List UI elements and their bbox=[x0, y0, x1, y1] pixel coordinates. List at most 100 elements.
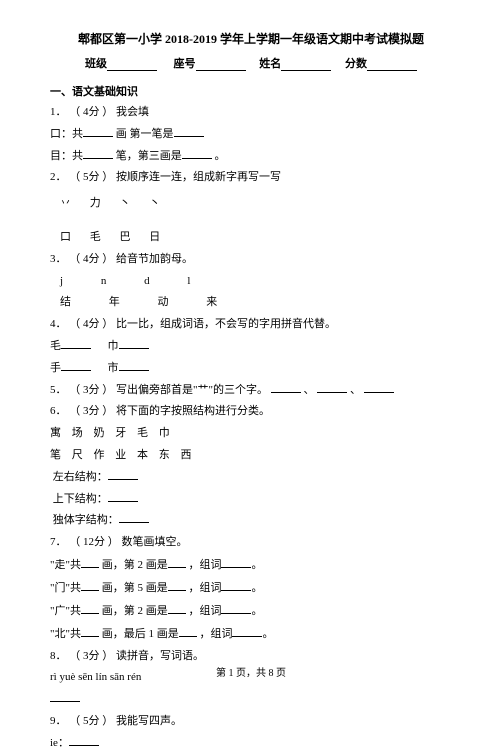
q3-char1: 结 bbox=[60, 296, 71, 308]
q3-char2: 年 bbox=[109, 296, 120, 308]
q1-line1a: 口：共 bbox=[50, 128, 83, 140]
blank bbox=[119, 512, 149, 523]
blank bbox=[81, 603, 99, 614]
q5-num: 5． bbox=[50, 384, 67, 396]
q4-line1b: 巾 bbox=[108, 340, 119, 352]
q3-num: 3． bbox=[50, 253, 67, 265]
q6-text: 将下面的字按照结构进行分类。 bbox=[116, 405, 270, 417]
name-blank bbox=[281, 59, 331, 71]
q3-pinyin-d: d bbox=[144, 275, 150, 287]
blank bbox=[168, 557, 186, 568]
blank bbox=[182, 148, 212, 159]
question-1: 1． （ 4分 ） 我会填 bbox=[50, 103, 452, 123]
question-5: 5． （ 3分 ） 写出偏旁部首是"艹"的三个字。 、 、 bbox=[50, 381, 452, 401]
blank bbox=[83, 148, 113, 159]
q6-struct1: 左右结构： bbox=[50, 468, 452, 488]
q4-line1: 毛 巾 bbox=[50, 337, 452, 357]
q4-line2a: 手 bbox=[50, 362, 61, 374]
q2-num: 2． bbox=[50, 171, 67, 183]
blank bbox=[232, 626, 262, 637]
q6-struct3: 独体字结构： bbox=[50, 511, 452, 531]
q4-points: （ 4分 ） bbox=[69, 318, 113, 330]
q5-sep1: 、 bbox=[303, 384, 314, 396]
q7-r2b: 画，第 5 画是 bbox=[102, 582, 168, 594]
q7-r4b: 画，最后 1 画是 bbox=[102, 628, 179, 640]
q2-text: 按顺序连一连，组成新字再写一写 bbox=[116, 171, 281, 183]
q6-chars2: 笔 尺 作 业 本 东 西 bbox=[50, 446, 452, 466]
blank bbox=[317, 382, 347, 393]
q6-struct2: 上下结构： bbox=[50, 490, 452, 510]
blank bbox=[50, 691, 80, 702]
blank bbox=[364, 382, 394, 393]
q3-char3: 动 bbox=[158, 296, 169, 308]
question-9: 9． （ 5分 ） 我能写四声。 bbox=[50, 712, 452, 732]
page-footer: 第 1 页，共 8 页 bbox=[0, 664, 502, 679]
q3-pinyin-j: j bbox=[60, 275, 63, 287]
q7-r3b: 画，第 2 画是 bbox=[102, 605, 168, 617]
blank bbox=[221, 580, 251, 591]
q5-points: （ 3分 ） bbox=[69, 384, 113, 396]
score-blank bbox=[367, 59, 417, 71]
q3-pinyin-row: j n d l bbox=[50, 272, 452, 292]
q9-syllable-label: ie： bbox=[50, 737, 69, 749]
class-label: 班级 bbox=[85, 55, 107, 71]
q1-line2: 目：共 笔，第三画是 。 bbox=[50, 147, 452, 167]
q5-text: 写出偏旁部首是"艹"的三个字。 bbox=[116, 384, 268, 396]
question-3: 3． （ 4分 ） 给音节加韵母。 bbox=[50, 250, 452, 270]
q8-points: （ 3分 ） bbox=[69, 650, 113, 662]
q7-row3: "广"共 画，第 2 画是 ，组词。 bbox=[50, 601, 452, 622]
q7-row4: "北"共 画，最后 1 画是 ，组词。 bbox=[50, 624, 452, 645]
q7-row2: "门"共 画，第 5 画是 ，组词。 bbox=[50, 578, 452, 599]
q1-text: 我会填 bbox=[116, 106, 149, 118]
q3-char4: 来 bbox=[206, 296, 217, 308]
q8-text: 读拼音，写词语。 bbox=[116, 650, 204, 662]
q7-r3c: ，组词 bbox=[188, 605, 221, 617]
blank bbox=[179, 626, 197, 637]
q9-syllable: ie： bbox=[50, 734, 452, 753]
blank bbox=[168, 603, 186, 614]
question-6: 6． （ 3分 ） 将下面的字按照结构进行分类。 bbox=[50, 402, 452, 422]
q6-points: （ 3分 ） bbox=[69, 405, 113, 417]
q1-line2b: 笔，第三画是 bbox=[116, 150, 182, 162]
q3-points: （ 4分 ） bbox=[69, 253, 113, 265]
q8-num: 8． bbox=[50, 650, 67, 662]
q7-r1a: "走"共 bbox=[50, 559, 81, 571]
q4-num: 4． bbox=[50, 318, 67, 330]
q7-row1: "走"共 画，第 2 画是 ，组词。 bbox=[50, 555, 452, 576]
q1-line1: 口：共 画 第一笔是 bbox=[50, 125, 452, 145]
blank bbox=[271, 382, 301, 393]
blank bbox=[61, 360, 91, 371]
q7-r4c: ，组词 bbox=[199, 628, 232, 640]
exam-title: 郫都区第一小学 2018-2019 学年上学期一年级语文期中考试模拟题 bbox=[50, 30, 452, 47]
blank bbox=[81, 626, 99, 637]
q7-text: 数笔画填空。 bbox=[122, 536, 188, 548]
q4-line2b: 市 bbox=[108, 362, 119, 374]
q9-points: （ 5分 ） bbox=[69, 715, 113, 727]
blank bbox=[119, 338, 149, 349]
q7-r2c: ，组词 bbox=[188, 582, 221, 594]
blank bbox=[119, 360, 149, 371]
q8-blank-row bbox=[50, 690, 452, 710]
q2-row1: 丷 力 丶 丶 bbox=[50, 194, 452, 214]
name-label: 姓名 bbox=[259, 55, 281, 71]
q7-points: （ 12分 ） bbox=[69, 536, 119, 548]
blank bbox=[83, 126, 113, 137]
section-1-title: 一、语文基础知识 bbox=[50, 83, 452, 99]
score-label: 分数 bbox=[345, 55, 367, 71]
q1-line2a: 目：共 bbox=[50, 150, 83, 162]
q1-points: （ 4分 ） bbox=[69, 106, 113, 118]
seat-blank bbox=[196, 59, 246, 71]
q4-line1a: 毛 bbox=[50, 340, 61, 352]
q9-text: 我能写四声。 bbox=[116, 715, 182, 727]
student-info-line: 班级 座号 姓名 分数 bbox=[50, 55, 452, 71]
q3-text: 给音节加韵母。 bbox=[116, 253, 193, 265]
blank bbox=[108, 469, 138, 480]
question-7: 7． （ 12分 ） 数笔画填空。 bbox=[50, 533, 452, 553]
q6-struct3-label: 独体字结构： bbox=[53, 514, 119, 526]
q1-line2c: 。 bbox=[215, 150, 226, 162]
q7-r1c: ，组词 bbox=[188, 559, 221, 571]
q7-num: 7． bbox=[50, 536, 67, 548]
class-blank bbox=[107, 59, 157, 71]
q7-r2a: "门"共 bbox=[50, 582, 81, 594]
blank bbox=[174, 126, 204, 137]
